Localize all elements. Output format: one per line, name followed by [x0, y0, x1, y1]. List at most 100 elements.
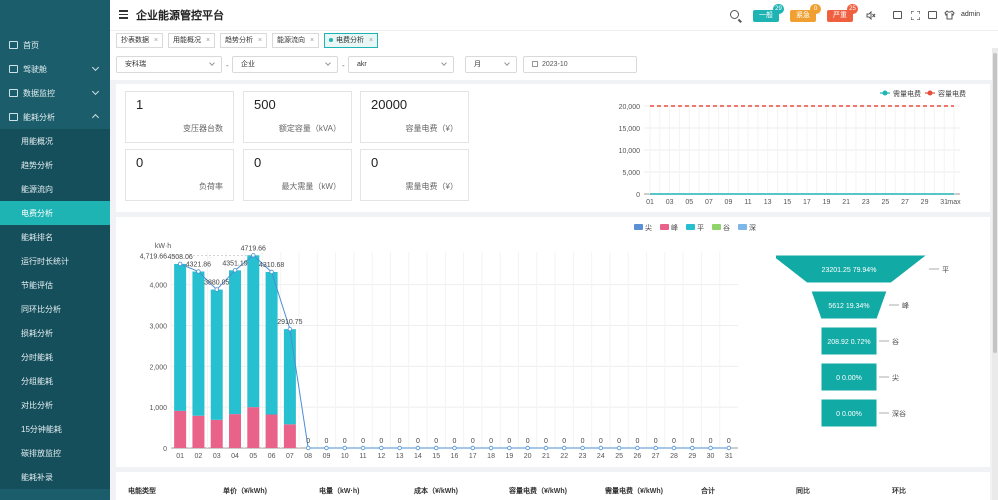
- x-tick-label: 27: [901, 199, 909, 206]
- data-label: 0: [635, 438, 639, 445]
- close-icon[interactable]: ×: [258, 37, 263, 44]
- data-label: 0: [361, 438, 365, 445]
- period-select-value: 月: [474, 61, 481, 68]
- page-scrollbar[interactable]: [992, 48, 998, 500]
- stat-label: 容量电费（¥）: [405, 124, 458, 133]
- device-select[interactable]: akr: [348, 56, 454, 73]
- alarm-count: 0: [810, 4, 821, 14]
- x-tick-label: 17: [803, 199, 811, 206]
- close-icon[interactable]: ×: [310, 37, 315, 44]
- funnel-value-label: 0 0.00%: [836, 411, 862, 418]
- sidebar-subitem[interactable]: 能耗排名: [0, 225, 110, 249]
- alarm-badge-urgent[interactable]: 紧急 0: [790, 4, 821, 22]
- sidebar-subitem[interactable]: 节能评估: [0, 273, 110, 297]
- fullscreen-icon[interactable]: [911, 11, 920, 20]
- sidebar-subitem[interactable]: 用能概况: [0, 129, 110, 153]
- site-select[interactable]: 安科瑞: [116, 56, 222, 73]
- user-name[interactable]: admin: [961, 11, 981, 18]
- x-tick-label: 07: [286, 453, 294, 460]
- menu-toggle-icon[interactable]: [119, 10, 128, 19]
- legend-label: 谷: [723, 223, 730, 232]
- table-header: 成本（¥/kWh): [414, 488, 458, 495]
- stat-card-transformer-count: 1 变压器台数: [125, 91, 234, 143]
- sidebar-item-label: 数据监控: [23, 88, 55, 98]
- sidebar-subitem[interactable]: 能耗补录: [0, 465, 110, 489]
- volume-mute-icon[interactable]: [866, 11, 876, 20]
- sidebar-subitem[interactable]: 对比分析: [0, 393, 110, 417]
- y-tick-label: 4,000: [149, 283, 167, 290]
- tab-label: 电费分析: [336, 37, 364, 44]
- tab-trend-analysis[interactable]: 趋势分析 ×: [220, 33, 268, 48]
- layout-icon[interactable]: [928, 11, 937, 19]
- consumption-bar-chart: 0 1,000 2,000 3,000 4,000 01 02 03 04 05 06 07 08 09 1…: [140, 223, 756, 460]
- table-header: 合计: [701, 488, 715, 495]
- legend-swatch: [738, 224, 747, 230]
- sidebar-subitem[interactable]: 碳排放监控: [0, 441, 110, 465]
- chevron-up-icon: [91, 113, 100, 122]
- data-label: 0: [617, 438, 621, 445]
- sidebar-item-label: 能耗分析: [23, 112, 55, 122]
- funnel-value-label: 0 0.00%: [836, 375, 862, 382]
- date-value: 2023-10: [542, 61, 568, 68]
- search-icon[interactable]: [730, 10, 739, 19]
- legend-marker: [927, 90, 933, 96]
- chevron-down-icon: [209, 60, 215, 66]
- max-label: 4,719.66: [140, 253, 167, 260]
- sidebar-item-energy-analysis[interactable]: 能耗分析: [0, 105, 110, 129]
- alarm-badge-severe[interactable]: 严重 25: [827, 4, 858, 22]
- table-header: 单价（¥/kWh): [223, 488, 267, 495]
- data-label: 0: [416, 438, 420, 445]
- sidebar-item-home[interactable]: 首页: [0, 33, 110, 57]
- sidebar-subitem[interactable]: 分组能耗: [0, 369, 110, 393]
- alarm-badge-normal[interactable]: 一般 29: [753, 4, 784, 22]
- chevron-down-icon: [91, 63, 100, 72]
- funnel-value-label: 5612 19.34%: [828, 303, 869, 310]
- total-point: [726, 445, 732, 451]
- home-icon: [9, 41, 18, 49]
- tab-meter-data[interactable]: 抄表数据 ×: [116, 33, 164, 48]
- cost-table: 电能类型 单价（¥/kWh) 电量（kW·h) 成本（¥/kWh) 容量电费（¥…: [116, 472, 990, 500]
- sidebar-subitem[interactable]: 能源流向: [0, 177, 110, 201]
- x-tick-label: 16: [451, 453, 459, 460]
- stat-card-load-rate: 0 负荷率: [125, 149, 234, 201]
- x-tick-label: 13: [764, 199, 772, 206]
- data-label: 0: [453, 438, 457, 445]
- x-tick-label: 08: [304, 453, 312, 460]
- sidebar-subitem[interactable]: 同环比分析: [0, 297, 110, 321]
- tab-electricity-cost[interactable]: 电费分析 ×: [324, 33, 379, 48]
- sidebar-subitem[interactable]: 分时能耗: [0, 345, 110, 369]
- filter-bar: 安科瑞 - 企业 - akr 月 2023-10: [110, 48, 998, 80]
- sidebar-subitem-active[interactable]: 电费分析: [0, 201, 110, 225]
- screen-icon[interactable]: [893, 11, 902, 19]
- scrollbar-thumb[interactable]: [993, 53, 997, 353]
- total-point: [616, 445, 622, 451]
- sidebar-item-cockpit[interactable]: 驾驶舱: [0, 57, 110, 81]
- total-point: [342, 445, 347, 451]
- sidebar-subitem[interactable]: 损耗分析: [0, 321, 110, 345]
- device-select-value: akr: [357, 61, 367, 68]
- total-point: [598, 445, 604, 451]
- sidebar-subitem[interactable]: 趋势分析: [0, 153, 110, 177]
- y-tick-label: 20,000: [619, 104, 641, 111]
- tab-usage-overview[interactable]: 用能概况 ×: [168, 33, 216, 48]
- chevron-down-icon: [91, 87, 100, 96]
- x-tick-label: 01: [646, 199, 654, 206]
- tab-energy-flow[interactable]: 能源流向 ×: [272, 33, 320, 48]
- theme-icon[interactable]: [944, 10, 955, 20]
- legend-label: 尖: [645, 223, 652, 232]
- bar-segment: [174, 263, 187, 411]
- period-select[interactable]: 月: [465, 56, 517, 73]
- sidebar-subitem[interactable]: 运行时长统计: [0, 249, 110, 273]
- sidebar-subitem[interactable]: 15分钟能耗: [0, 417, 110, 441]
- alarm-label: 严重: [833, 12, 847, 19]
- y-tick-label: 5,000: [622, 170, 640, 177]
- date-picker[interactable]: 2023-10: [523, 56, 637, 73]
- bar-segment: [283, 329, 296, 425]
- close-icon[interactable]: ×: [206, 37, 211, 44]
- legend-label: 容量电费: [938, 89, 966, 98]
- org-select[interactable]: 企业: [232, 56, 338, 73]
- sidebar-item-monitoring[interactable]: 数据监控: [0, 81, 110, 105]
- close-icon[interactable]: ×: [369, 37, 374, 44]
- stat-label: 额定容量（kVA）: [278, 124, 341, 133]
- close-icon[interactable]: ×: [154, 37, 159, 44]
